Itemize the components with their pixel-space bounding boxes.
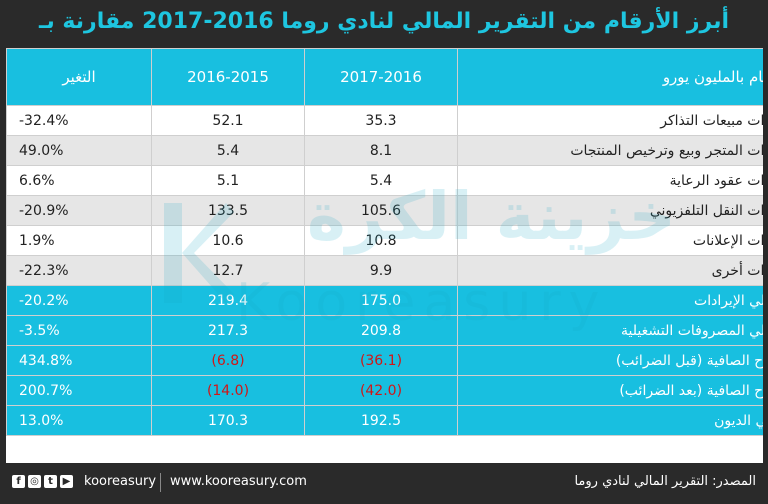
financial-table-container: الأرقام بالمليون يورو 2017-2016 2016-201… [6,48,763,463]
row-value-2017-2016-value: 209.8 [360,322,402,339]
page-title: أبرز الأرقام من التقرير المالي لنادي روم… [38,9,730,78]
social-links: f ◎ t ▶ [12,475,73,488]
row-value-2016-2015: 133.5 [151,195,305,226]
row-change: -20.2% [6,285,152,316]
row-change: 6.6% [6,165,152,196]
row-value-2016-2015-value: 12.7 [212,262,244,279]
row-value-2017-2016: (42.0) [304,375,458,406]
instagram-icon[interactable]: ◎ [28,475,41,488]
row-value-2016-2015: (14.0) [151,375,305,406]
twitter-icon[interactable]: t [44,475,57,488]
row-value-2016-2015-value: 52.1 [212,112,244,129]
row-value-2016-2015-value: 219.4 [207,292,249,309]
row-value-2016-2015: 10.6 [151,225,305,256]
website-link[interactable]: www.kooreasury.com [170,474,307,489]
row-label: إيرادات المتجر وبيع وترخيص المنتجات [457,135,763,166]
footer: f ◎ t ▶ kooreasury www.kooreasury.com ال… [0,468,768,498]
row-change: 1.9% [6,225,152,256]
table-row: إيرادات المتجر وبيع وترخيص المنتجات 8.1 5.… [6,135,763,166]
row-value-2017-2016-value: 192.5 [360,412,402,429]
table-row: صافي الديون 192.5 170.3 13.0% [6,405,763,436]
row-value-2016-2015-value: (14.0) [206,382,250,399]
row-value-2017-2016: 10.8 [304,225,458,256]
table-row: إجمالي الإيرادات 175.0 219.4 -20.2% [6,285,763,316]
row-value-2017-2016-value: (42.0) [359,382,403,399]
row-change: -3.5% [6,315,152,346]
row-value-2016-2015: 217.3 [151,315,305,346]
row-value-2017-2016: 192.5 [304,405,458,436]
row-label: إجمالي المصروفات التشغيلية [457,315,763,346]
row-value-2016-2015-value: 10.6 [212,232,244,249]
row-change: 13.0% [6,405,152,436]
table-row: إجمالي المصروفات التشغيلية 209.8 217.3 -3.5… [6,315,763,346]
row-value-2017-2016-value: 35.3 [365,112,397,129]
header-2016-2015: 2016-2015 [151,48,305,106]
header-2017-2016: 2017-2016 [304,48,458,106]
header-label: الأرقام بالمليون يورو [457,48,763,106]
facebook-icon[interactable]: f [12,475,25,488]
row-label: إيرادات عقود الرعاية [457,165,763,196]
row-value-2016-2015: 52.1 [151,105,305,136]
table-row: إيرادات النقل التلفزيوني 105.6 133.5 -20.9% [6,195,763,226]
row-value-2017-2016-value: (36.1) [359,352,403,369]
table-row: الأرباح الصافية (بعد الضرائب) (42.0) (14.0… [6,375,763,406]
social-handle[interactable]: kooreasury [84,474,157,489]
source-note: المصدر: التقرير المالي لنادي روما [574,474,756,489]
table-row: إيرادات أخرى 9.9 12.7 -22.3% [6,255,763,286]
row-label: إيرادات أخرى [457,255,763,286]
row-label: إيرادات مبيعات التذاكر [457,105,763,136]
youtube-icon[interactable]: ▶ [60,475,73,488]
row-value-2016-2015-value: 5.1 [216,172,240,189]
row-value-2017-2016: 209.8 [304,315,458,346]
row-value-2016-2015: 12.7 [151,255,305,286]
table-row: إيرادات مبيعات التذاكر 35.3 52.1 -32.4% [6,105,763,136]
row-label: الأرباح الصافية (قبل الضرائب) [457,345,763,376]
row-value-2016-2015: 219.4 [151,285,305,316]
row-value-2016-2015: 5.1 [151,165,305,196]
financial-table: الأرقام بالمليون يورو 2017-2016 2016-201… [6,48,763,436]
row-change: -22.3% [6,255,152,286]
row-value-2016-2015-value: 5.4 [216,142,240,159]
row-value-2016-2015: (6.8) [151,345,305,376]
row-value-2017-2016: 35.3 [304,105,458,136]
row-value-2017-2016: 8.1 [304,135,458,166]
row-value-2016-2015: 170.3 [151,405,305,436]
row-value-2016-2015-value: 170.3 [207,412,249,429]
table-row: الأرباح الصافية (قبل الضرائب) (36.1) (6.8)… [6,345,763,376]
row-change: 434.8% [6,345,152,376]
table-row: إيرادات الإعلانات 10.8 10.6 1.9% [6,225,763,256]
row-value-2017-2016: 105.6 [304,195,458,226]
row-value-2016-2015: 5.4 [151,135,305,166]
row-value-2017-2016: (36.1) [304,345,458,376]
row-value-2017-2016-value: 9.9 [369,262,393,279]
row-value-2016-2015-value: (6.8) [211,352,245,369]
row-change: 200.7% [6,375,152,406]
row-label: صافي الديون [457,405,763,436]
row-label: إيرادات الإعلانات [457,225,763,256]
row-value-2017-2016-value: 10.8 [365,232,397,249]
row-value-2016-2015-value: 133.5 [207,202,249,219]
row-value-2016-2015-value: 217.3 [207,322,249,339]
row-label: الأرباح الصافية (بعد الضرائب) [457,375,763,406]
row-change: -20.9% [6,195,152,226]
row-value-2017-2016-value: 5.4 [369,172,393,189]
footer-divider [160,473,161,492]
table-row: إيرادات عقود الرعاية 5.4 5.1 6.6% [6,165,763,196]
row-label: إيرادات النقل التلفزيوني [457,195,763,226]
row-value-2017-2016: 5.4 [304,165,458,196]
row-change: 49.0% [6,135,152,166]
table-header-row: الأرقام بالمليون يورو 2017-2016 2016-201… [6,48,763,106]
row-change: -32.4% [6,105,152,136]
row-value-2017-2016-value: 8.1 [369,142,393,159]
row-value-2017-2016-value: 175.0 [360,292,402,309]
row-value-2017-2016: 9.9 [304,255,458,286]
row-label: إجمالي الإيرادات [457,285,763,316]
row-value-2017-2016-value: 105.6 [360,202,402,219]
row-value-2017-2016: 175.0 [304,285,458,316]
header-change: التغير [6,48,152,106]
